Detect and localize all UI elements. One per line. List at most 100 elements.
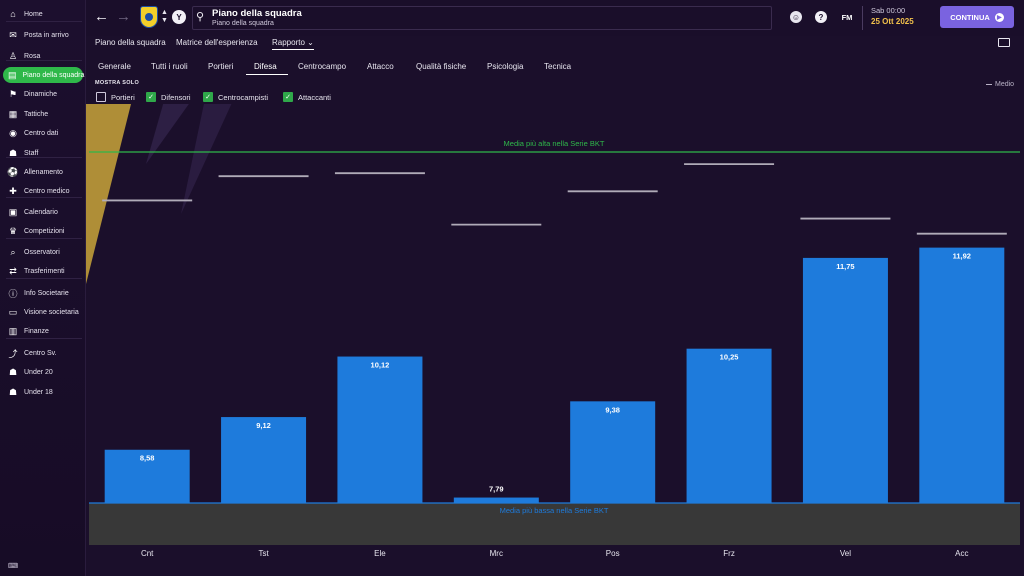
filter-label: Attaccanti bbox=[298, 92, 331, 102]
training-icon: ⚽ bbox=[7, 166, 19, 177]
subnav-item-1[interactable]: Matrice dell'esperienza bbox=[176, 38, 258, 47]
sidebar-item-label: Info Societarie bbox=[24, 289, 69, 297]
subnav-item-2[interactable]: Rapporto ⌄ bbox=[272, 38, 314, 50]
up-down-icon[interactable]: ▲ ▼ bbox=[161, 9, 168, 24]
tv-icon[interactable] bbox=[998, 38, 1010, 47]
tab-5[interactable]: Attacco bbox=[367, 62, 394, 71]
filter-title: MOSTRA SOLO bbox=[95, 80, 140, 86]
data-label-pos: 9,38 bbox=[605, 405, 620, 414]
sidebar-item-label: Finanze bbox=[24, 327, 49, 335]
tab-7[interactable]: Psicologia bbox=[487, 62, 524, 71]
continue-button[interactable]: CONTINUA ▶ bbox=[940, 6, 1014, 28]
sidebar-item-centro-dati[interactable]: ◉ Centro dati bbox=[3, 125, 83, 141]
sidebar-item-label: Under 20 bbox=[24, 368, 53, 376]
sidebar-item-info-societarie[interactable]: ⓘ Info Societarie bbox=[3, 285, 83, 301]
calendar-icon: ▣ bbox=[8, 206, 18, 217]
squad-plan-icon: ▤ bbox=[8, 69, 17, 80]
tick-label-mrc: Mrc bbox=[490, 549, 503, 558]
sidebar-item-label: Under 18 bbox=[24, 388, 53, 396]
decor-streak bbox=[86, 104, 131, 284]
bar-ele bbox=[337, 356, 423, 503]
subnav-item-0[interactable]: Piano della squadra bbox=[95, 38, 166, 47]
high-average-label: Media più alta nella Serie BKT bbox=[504, 139, 605, 148]
tab-0[interactable]: Generale bbox=[98, 62, 131, 71]
sidebar-item-label: Staff bbox=[24, 149, 39, 157]
tactics-icon: ▦ bbox=[8, 108, 18, 119]
tab-6[interactable]: Qualità fisiche bbox=[416, 62, 467, 71]
checkbox-checked-icon: ✓ bbox=[283, 92, 293, 102]
club-badge-icon[interactable] bbox=[140, 6, 158, 28]
sidebar-item-label: Dinamiche bbox=[24, 90, 58, 98]
sidebar-item-home[interactable]: ⌂ Home bbox=[3, 6, 83, 22]
filter-checkbox-attaccanti[interactable]: ✓ Attaccanti bbox=[283, 92, 331, 102]
home-icon: ⌂ bbox=[10, 9, 16, 19]
help-icon[interactable]: ? bbox=[815, 11, 827, 23]
filter-label: Centrocampisti bbox=[218, 92, 269, 102]
sidebar-item-label: Posta in arrivo bbox=[24, 31, 69, 39]
data-label-vel: 11,75 bbox=[836, 262, 854, 271]
keyboard-icon[interactable]: ⌨ bbox=[8, 563, 19, 570]
sidebar-item-label: Centro Sv. bbox=[24, 349, 57, 357]
data-label-acc: 11,92 bbox=[953, 252, 971, 261]
sidebar-item-allenamento[interactable]: ⚽ Allenamento bbox=[3, 164, 83, 180]
scout-icon: ⌕ bbox=[10, 246, 16, 257]
tab-2[interactable]: Portieri bbox=[208, 62, 234, 71]
sidebar-item-centro-medico[interactable]: ✚ Centro medico bbox=[3, 183, 83, 199]
filter-checkbox-difensori[interactable]: ✓ Difensori bbox=[146, 92, 191, 102]
tick-label-tst: Tst bbox=[258, 549, 269, 558]
sidebar-item-posta-in-arrivo[interactable]: ✉ Posta in arrivo bbox=[3, 27, 83, 43]
medical-icon: ✚ bbox=[9, 185, 17, 196]
tab-8[interactable]: Tecnica bbox=[544, 62, 572, 71]
search-icon[interactable]: ⚲ bbox=[196, 11, 205, 23]
sidebar-item-competizioni[interactable]: ♛ Competizioni bbox=[3, 223, 83, 239]
inbox-icon: ✉ bbox=[9, 29, 17, 40]
sidebar-item-calendario[interactable]: ▣ Calendario bbox=[3, 204, 83, 220]
sidebar-item-staff[interactable]: ☗ Staff bbox=[3, 145, 83, 161]
data-label-cnt: 8,58 bbox=[140, 454, 155, 463]
tab-4[interactable]: Centrocampo bbox=[298, 62, 347, 71]
filter-label: Difensori bbox=[161, 92, 191, 102]
date-day: Sab 00:00 bbox=[871, 6, 906, 15]
date-box: Sab 00:00 25 Ott 2025 bbox=[862, 6, 922, 30]
info-icon: ⓘ bbox=[8, 288, 18, 299]
sidebar-item-label: Centro medico bbox=[24, 187, 70, 195]
back-arrow-icon[interactable]: ← bbox=[94, 8, 109, 25]
sidebar-divider bbox=[6, 338, 82, 339]
sidebar-divider bbox=[6, 21, 82, 22]
bar-cnt bbox=[104, 449, 190, 503]
sidebar-item-visione-societaria[interactable]: ▭ Visione societaria bbox=[3, 304, 83, 320]
sidebar-item-under-20[interactable]: ☗ Under 20 bbox=[3, 364, 83, 380]
sidebar-item-trasferimenti[interactable]: ⇄ Trasferimenti bbox=[3, 263, 83, 279]
sidebar-item-centro-sv-[interactable]: ⤴ Centro Sv. bbox=[3, 345, 83, 361]
club-round-icon[interactable]: Y bbox=[172, 10, 186, 24]
sidebar-divider bbox=[6, 278, 82, 279]
sidebar-item-label: Calendario bbox=[24, 208, 58, 216]
sidebar-item-dinamiche[interactable]: ⚑ Dinamiche bbox=[3, 86, 83, 102]
sidebar-item-finanze[interactable]: ▥ Finanze bbox=[3, 323, 83, 339]
u20-icon: ☗ bbox=[8, 366, 18, 377]
search-box[interactable] bbox=[192, 6, 772, 30]
globe-icon[interactable]: ☺ bbox=[790, 11, 802, 23]
tab-3[interactable]: Difesa bbox=[254, 62, 277, 71]
bar-chart: Media più alta nella Serie BKT Media più … bbox=[86, 104, 1020, 558]
sidebar-item-label: Piano della squadra bbox=[22, 71, 85, 79]
decor-streak bbox=[146, 104, 189, 164]
checkbox-empty-icon bbox=[96, 92, 106, 102]
sidebar-item-rosa[interactable]: ♙ Rosa bbox=[3, 48, 83, 64]
tab-1[interactable]: Tutti i ruoli bbox=[151, 62, 188, 71]
tick-label-acc: Acc bbox=[955, 549, 968, 558]
forward-arrow-icon[interactable]: → bbox=[116, 8, 131, 25]
tick-label-cnt: Cnt bbox=[141, 549, 154, 558]
checkbox-checked-icon: ✓ bbox=[146, 92, 156, 102]
sidebar-item-label: Tattiche bbox=[24, 110, 49, 118]
sidebar-item-under-18[interactable]: ☗ Under 18 bbox=[3, 384, 83, 400]
filter-checkbox-portieri[interactable]: Portieri bbox=[96, 92, 135, 102]
sidebar-item-piano-della-squadra[interactable]: ▤ Piano della squadra bbox=[3, 67, 85, 83]
sidebar-item-osservatori[interactable]: ⌕ Osservatori bbox=[3, 244, 83, 260]
fm-logo-icon[interactable]: FM bbox=[841, 12, 853, 22]
filter-checkbox-centrocampisti[interactable]: ✓ Centrocampisti bbox=[203, 92, 268, 102]
sidebar-item-tattiche[interactable]: ▦ Tattiche bbox=[3, 106, 83, 122]
u18-icon: ☗ bbox=[8, 386, 18, 397]
tick-label-vel: Vel bbox=[840, 549, 851, 558]
bar-pos bbox=[570, 401, 656, 503]
